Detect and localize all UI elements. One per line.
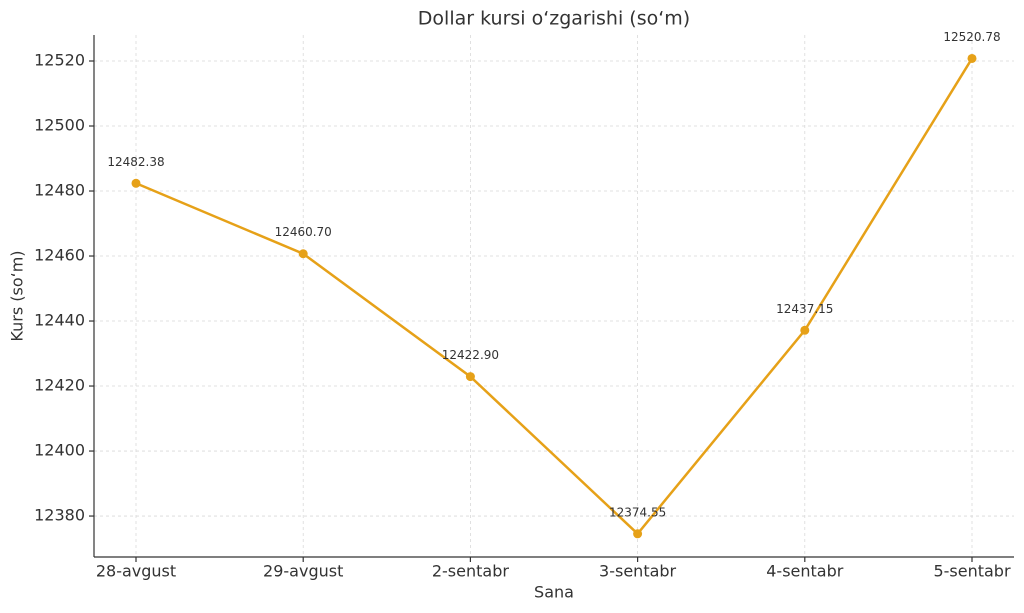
data-label: 12520.78 bbox=[943, 30, 1000, 44]
x-tick-label: 28-avgust bbox=[96, 562, 176, 581]
x-tick-label: 3-sentabr bbox=[599, 562, 677, 581]
data-point bbox=[131, 178, 141, 188]
y-tick-label: 12380 bbox=[34, 506, 85, 525]
data-label: 12437.15 bbox=[776, 302, 833, 316]
chart-title: Dollar kursi o‘zgarishi (so‘m) bbox=[418, 8, 690, 30]
x-tick-label: 2-sentabr bbox=[432, 562, 510, 581]
x-tick-label: 29-avgust bbox=[263, 562, 343, 581]
y-tick-label: 12400 bbox=[34, 441, 85, 460]
y-tick-label: 12500 bbox=[34, 116, 85, 135]
data-label: 12460.70 bbox=[275, 225, 332, 239]
data-label: 12374.55 bbox=[609, 505, 666, 519]
data-label: 12482.38 bbox=[107, 155, 164, 169]
data-point bbox=[298, 249, 308, 259]
x-tick-label: 4-sentabr bbox=[766, 562, 844, 581]
y-axis-label: Kurs (so‘m) bbox=[8, 250, 27, 341]
y-tick-label: 12440 bbox=[34, 311, 85, 330]
data-line bbox=[135, 57, 974, 536]
y-tick-label: 12420 bbox=[34, 376, 85, 395]
y-tick-label: 12520 bbox=[34, 51, 85, 70]
data-point bbox=[967, 53, 977, 63]
data-point bbox=[465, 372, 475, 382]
y-tick-label: 12460 bbox=[34, 246, 85, 265]
data-point bbox=[800, 325, 810, 335]
data-point bbox=[633, 529, 643, 539]
x-axis-label: Sana bbox=[534, 583, 574, 602]
x-tick-label: 5-sentabr bbox=[933, 562, 1011, 581]
data-label: 12422.90 bbox=[442, 348, 499, 362]
y-tick-label: 12480 bbox=[34, 181, 85, 200]
